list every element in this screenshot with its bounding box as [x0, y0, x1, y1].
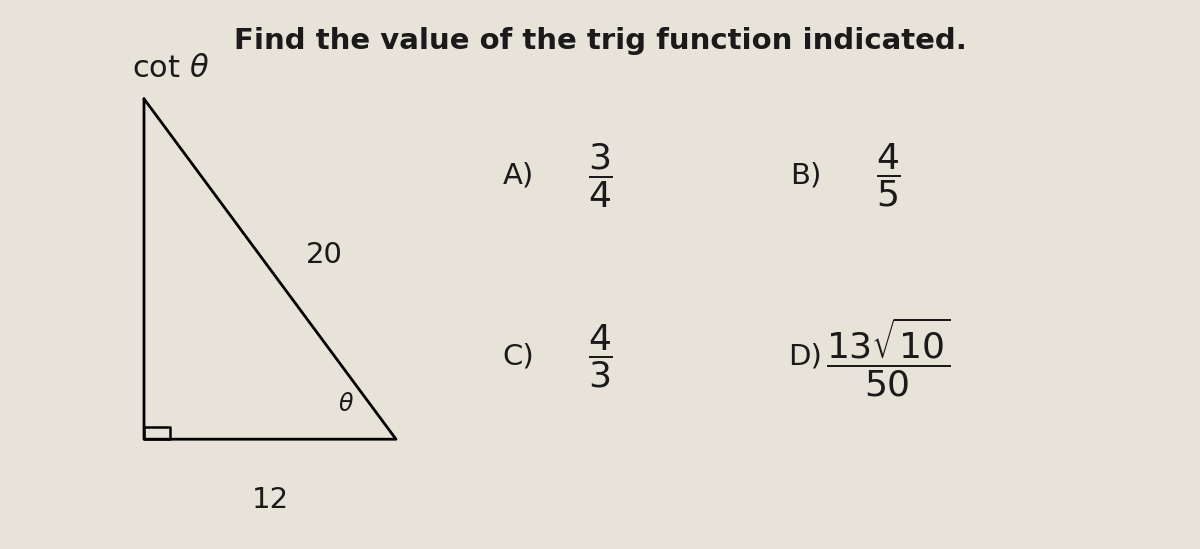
Text: $\dfrac{4}{5}$: $\dfrac{4}{5}$ [876, 142, 900, 209]
Text: D): D) [788, 343, 822, 371]
Text: $\dfrac{4}{3}$: $\dfrac{4}{3}$ [588, 323, 612, 390]
Text: cot $\theta$: cot $\theta$ [132, 54, 209, 83]
Text: Find the value of the trig function indicated.: Find the value of the trig function indi… [234, 27, 966, 55]
Text: $\dfrac{13\sqrt{10}}{50}$: $\dfrac{13\sqrt{10}}{50}$ [826, 315, 950, 399]
Text: 20: 20 [306, 241, 343, 270]
Text: C): C) [503, 343, 534, 371]
Text: 12: 12 [252, 485, 288, 514]
Text: $\theta$: $\theta$ [337, 391, 354, 416]
Text: A): A) [503, 161, 534, 190]
Text: $\dfrac{3}{4}$: $\dfrac{3}{4}$ [588, 142, 612, 210]
Text: B): B) [791, 161, 822, 190]
